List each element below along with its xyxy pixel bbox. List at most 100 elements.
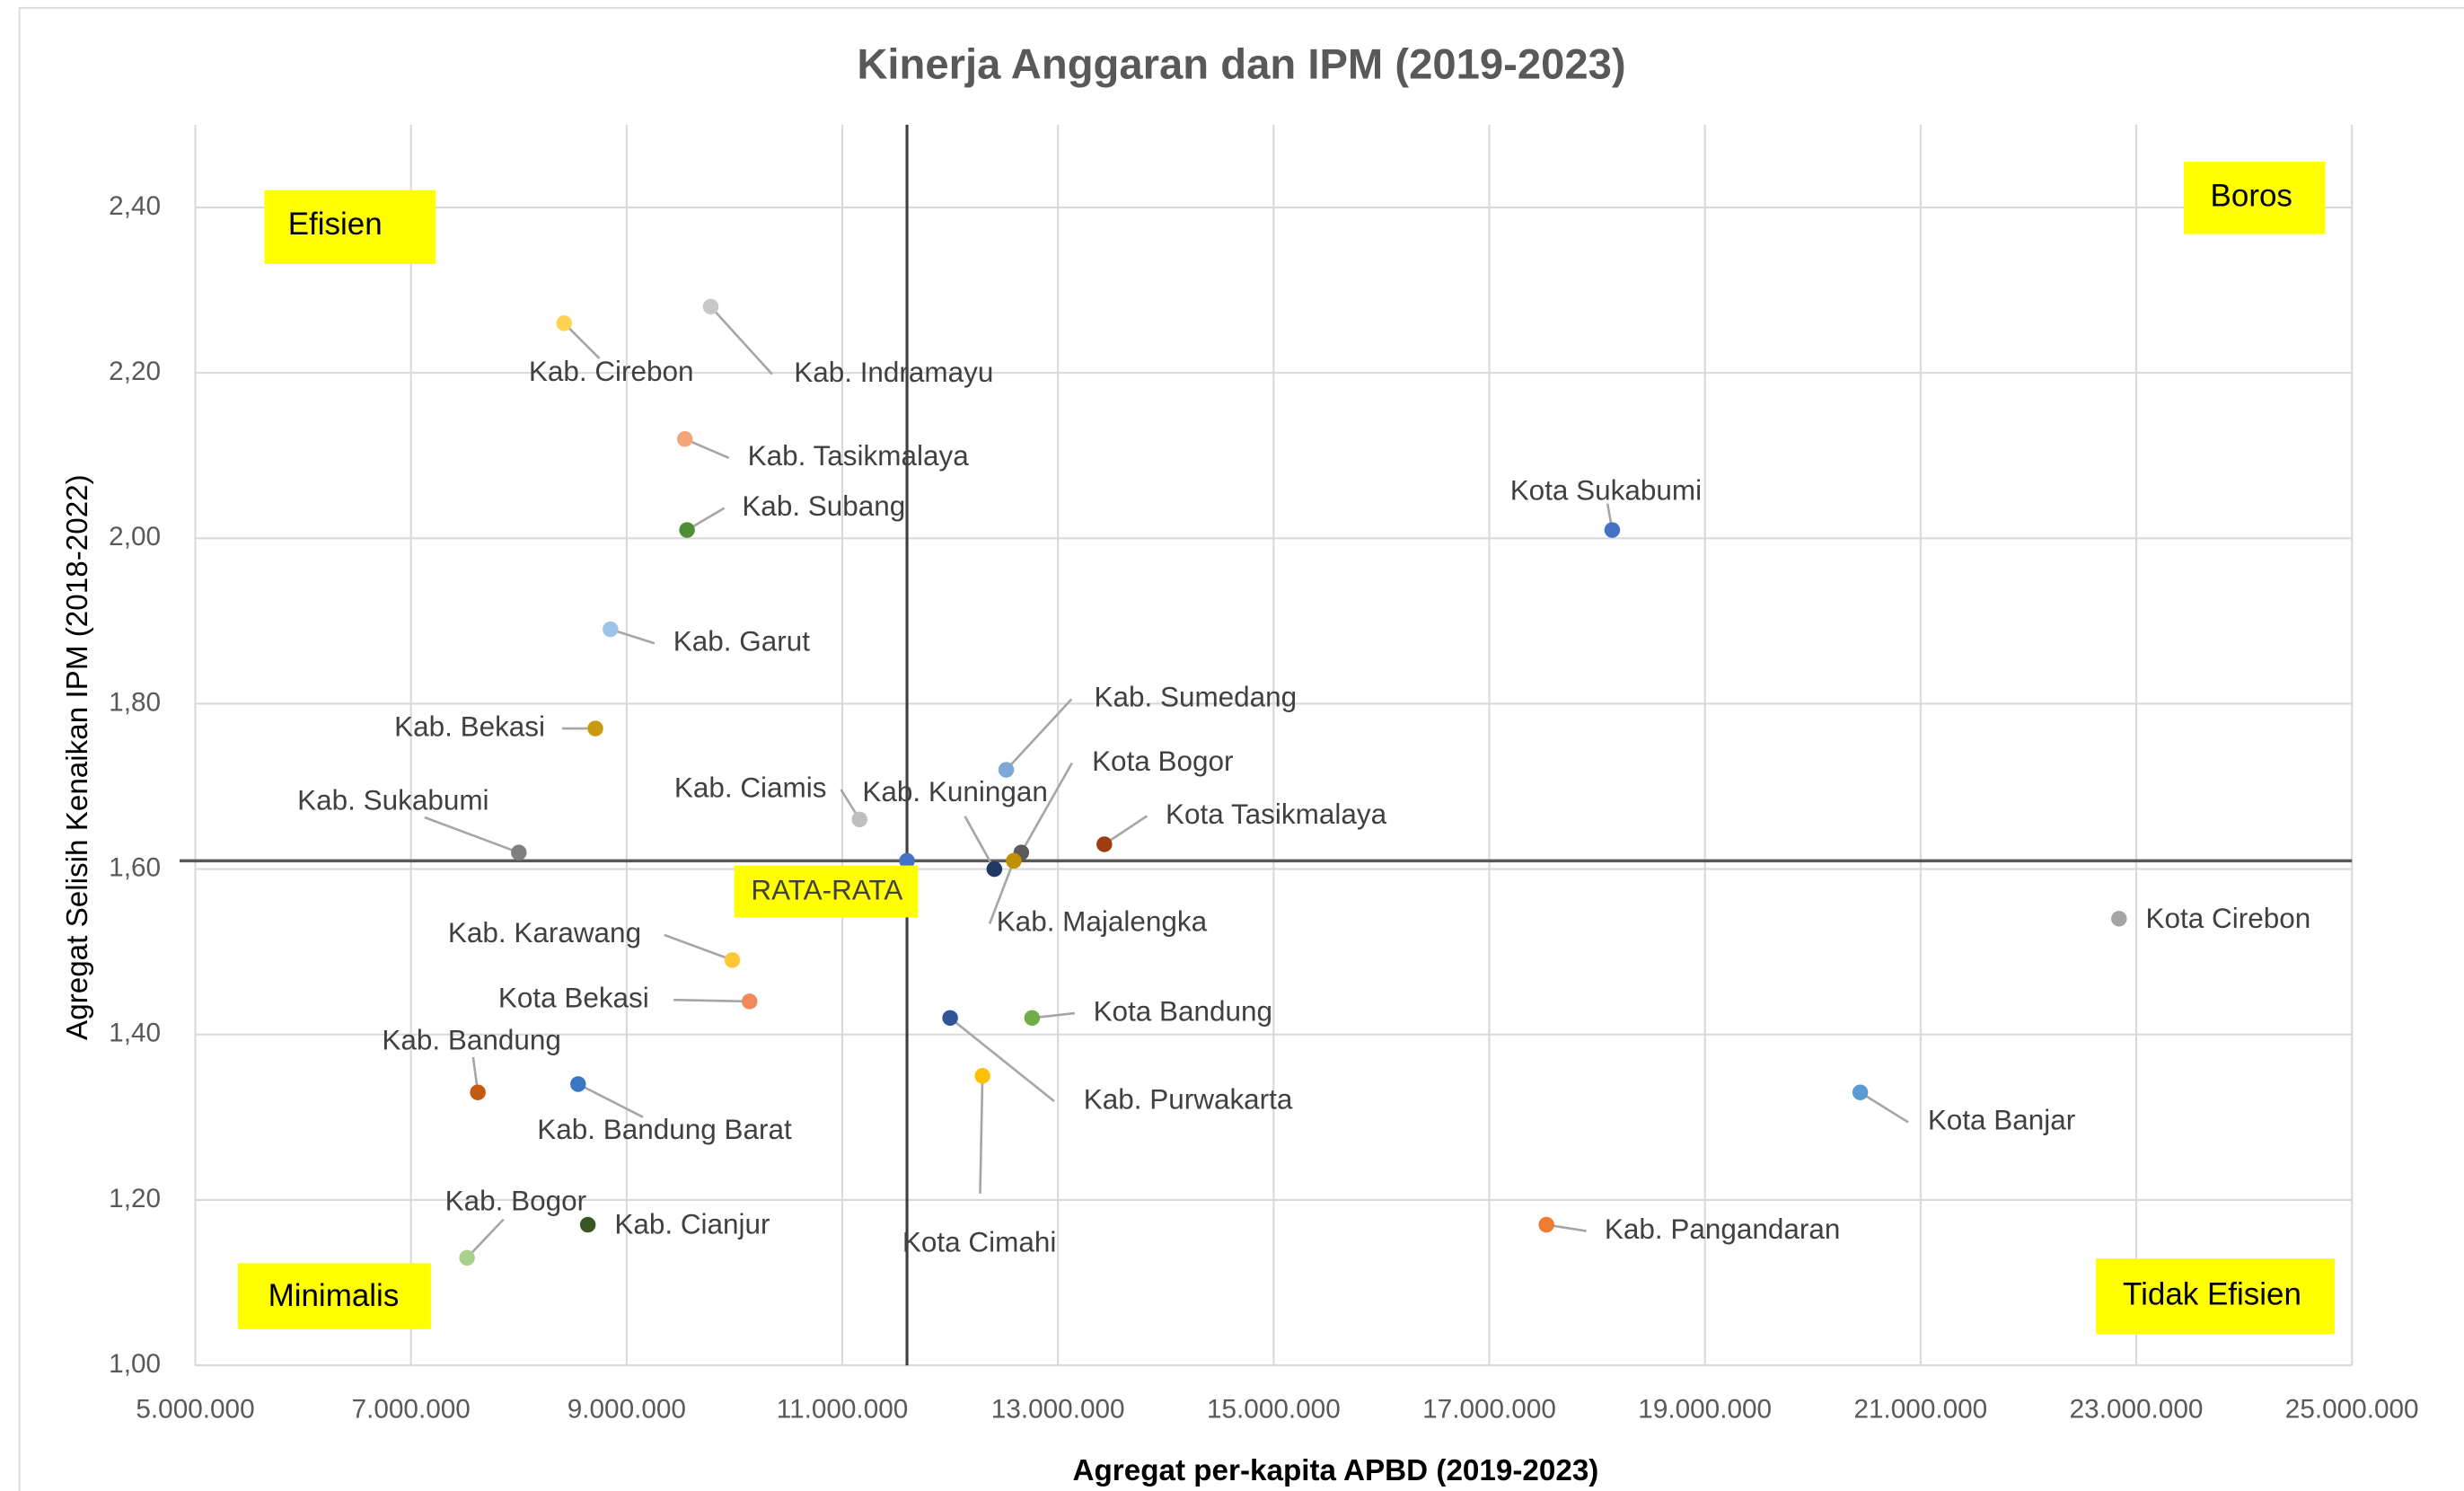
point-label: Kab. Sumedang (1095, 682, 1298, 713)
point-label: Kab. Kuningan (862, 776, 1047, 807)
quadrant-box (264, 190, 436, 264)
point (676, 431, 693, 447)
point-label: Kota Sukabumi (1510, 474, 1702, 506)
point-label: Kab. Sukabumi (297, 785, 488, 816)
point-label: Kab. Bandung Barat (537, 1114, 792, 1145)
point-label: Kota Cirebon (2146, 903, 2311, 934)
leader-line (964, 816, 996, 870)
leader-line (1104, 815, 1148, 846)
point (724, 952, 741, 968)
average-label-box (734, 865, 919, 918)
point-label: Kab. Garut (673, 626, 810, 657)
x-tick-label: 7.000.000 (352, 1395, 471, 1425)
point (1096, 836, 1113, 852)
x-tick-label: 17.000.000 (1422, 1395, 1556, 1425)
point (556, 315, 572, 331)
leader-line (577, 1082, 644, 1118)
leader-line (709, 305, 773, 375)
leader-line (979, 1075, 984, 1194)
point-label: Kab. Majalengka (997, 906, 1208, 938)
leader-line (1005, 698, 1073, 771)
leader-line (988, 860, 1016, 924)
point (603, 621, 619, 638)
point-label: Kab. Tasikmalaya (748, 440, 970, 472)
y-tick-label: 2,20 (109, 357, 161, 386)
leader-line (1859, 1091, 1909, 1124)
point-label: Kab. Bandung (382, 1025, 560, 1056)
point-label: Kab. Pangandaran (1605, 1213, 1840, 1245)
point (1024, 1010, 1041, 1027)
point-label: Kab. Karawang (448, 917, 641, 948)
y-tick-label: 1,00 (109, 1349, 161, 1379)
point (986, 860, 1003, 878)
point-label: Kab. Cirebon (529, 356, 694, 387)
x-tick-label: 23.000.000 (2070, 1395, 2204, 1425)
point (470, 1084, 486, 1100)
leader-line (424, 816, 520, 854)
point (998, 762, 1015, 778)
quadrant-box (2096, 1258, 2335, 1335)
y-axis-title: Agregat Selisih Kenaikan IPM (2018-2022) (61, 474, 94, 1040)
y-tick-label: 2,40 (109, 191, 161, 221)
average-label: RATA-RATA (751, 875, 902, 906)
point (1604, 522, 1621, 538)
point (459, 1249, 475, 1266)
leader-line (673, 998, 750, 1003)
quadrant-label: Tidak Efisien (2123, 1276, 2301, 1311)
x-tick-label: 25.000.000 (2285, 1395, 2419, 1425)
leader-line (664, 933, 733, 962)
point (1538, 1216, 1554, 1233)
quadrant-label: Efisien (288, 207, 383, 242)
y-tick-label: 1,40 (109, 1019, 161, 1048)
point (2111, 911, 2127, 927)
x-tick-label: 21.000.000 (1853, 1395, 1987, 1425)
y-tick-label: 2,00 (109, 522, 161, 551)
leader-line (466, 1218, 505, 1259)
point-label: Kab. Indramayu (794, 357, 993, 388)
y-tick-label: 1,20 (109, 1184, 161, 1213)
point (1852, 1084, 1869, 1100)
point-label: Kota Banjar (1928, 1105, 2075, 1136)
y-tick-label: 1,60 (109, 852, 161, 882)
y-tick-label: 1,80 (109, 687, 161, 717)
x-tick-label: 11.000.000 (777, 1395, 909, 1425)
point (570, 1076, 586, 1092)
quadrant-box (2184, 162, 2326, 234)
leader-line (563, 322, 601, 359)
quadrant-label: Boros (2211, 179, 2292, 214)
leader-line (1020, 762, 1073, 853)
point-label: Kab. Cianjur (614, 1209, 770, 1240)
point (511, 844, 527, 860)
point (702, 298, 719, 315)
x-tick-label: 9.000.000 (568, 1395, 686, 1425)
point-label: Kab. Bogor (445, 1185, 586, 1216)
point-label: Kab. Subang (742, 490, 905, 522)
point (942, 1010, 958, 1027)
chart-title: Kinerja Anggaran dan IPM (2019-2023) (857, 41, 1625, 89)
point-label: Kota Tasikmalaya (1166, 798, 1387, 830)
point-label: Kab. Purwakarta (1084, 1083, 1293, 1115)
point-label: Kab. Ciamis (674, 772, 827, 803)
point-label: Kota Cimahi (902, 1226, 1056, 1257)
point (1006, 852, 1022, 869)
x-tick-label: 15.000.000 (1207, 1395, 1341, 1425)
point-label: Kota Bandung (1094, 995, 1272, 1027)
grid (194, 124, 2354, 1367)
point-label: Kota Bogor (1092, 746, 1233, 777)
x-axis-title: Agregat per-kapita APBD (2019-2023) (1073, 1454, 1599, 1487)
x-tick-label: 19.000.000 (1638, 1395, 1772, 1425)
quadrant-box (237, 1263, 431, 1329)
x-tick-label: 13.000.000 (991, 1395, 1125, 1425)
point (851, 811, 867, 828)
leader-line (949, 1017, 1055, 1103)
quadrant-label: Minimalis (268, 1278, 400, 1313)
point (579, 1216, 596, 1233)
point (742, 993, 758, 1010)
point-label: Kota Bekasi (498, 982, 649, 1013)
point-label: Kab. Bekasi (394, 710, 545, 742)
point (587, 720, 603, 737)
point (679, 522, 695, 538)
average-point (899, 852, 915, 869)
